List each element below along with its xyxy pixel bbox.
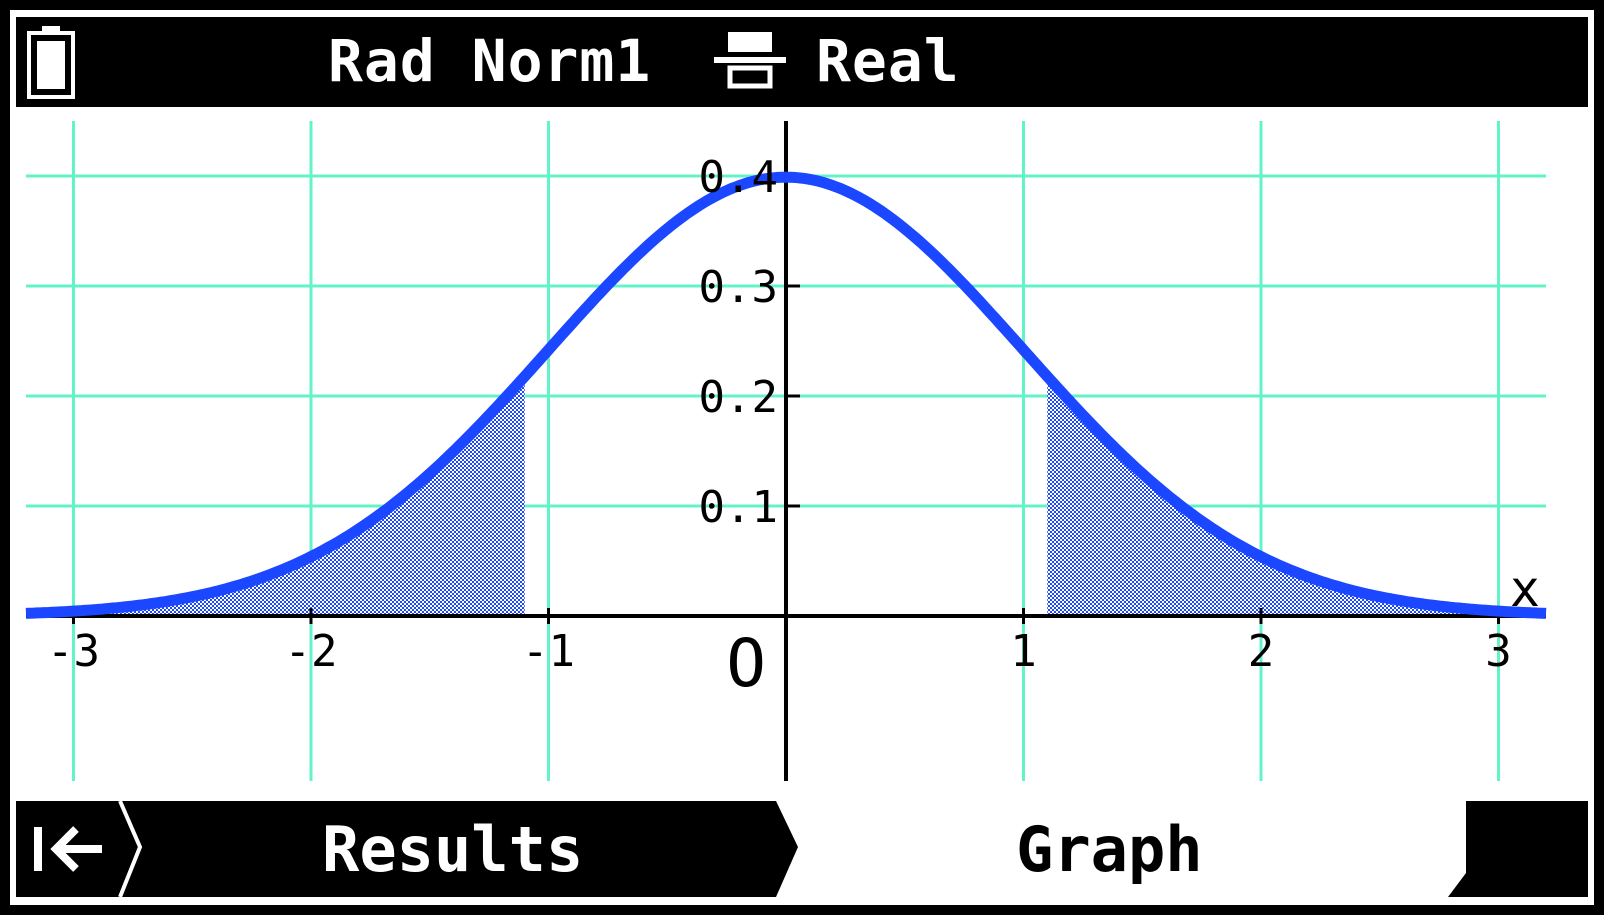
number-format-status: Real [816,27,960,95]
display-format-icon [714,32,786,89]
x-tick-label: 3 [1485,626,1512,677]
angle-mode-status: Rad Norm1 [328,27,652,95]
x-tick-label: 2 [1248,626,1275,677]
x-tick-label: -1 [522,626,575,677]
density-curve [24,171,1548,619]
back-to-start-icon[interactable] [32,817,112,877]
x-tick-label: -3 [47,626,100,677]
y-tick-label: 0.4 [699,152,778,203]
y-tick-label: 0.3 [699,262,778,313]
softkey-bar: Results Graph [16,801,1588,897]
x-axis-label: x [1510,560,1540,618]
tick-labels: -3 -2 -1 1 2 3 0.1 0.2 0.3 0.4 Ox [47,152,1540,702]
origin-label: O [726,625,766,702]
axes [26,121,1546,781]
y-tick-label: 0.1 [699,482,778,533]
normal-distribution-graph: -3 -2 -1 1 2 3 0.1 0.2 0.3 0.4 Ox [24,121,1548,781]
shaded-regions [26,376,1546,616]
shaded-tail-region [1047,376,1546,616]
results-tab[interactable]: Results [322,813,584,886]
battery-icon [27,26,75,99]
shaded-tail-region [26,376,525,616]
corner-softkey[interactable] [1448,801,1588,897]
curve-layer [24,171,1548,619]
y-tick-label: 0.2 [699,372,778,423]
x-tick-label: 1 [1010,626,1037,677]
results-softkey-shape [16,801,798,897]
status-bar: Rad Norm1 Real [16,17,1588,107]
graph-tab[interactable]: Graph [1016,813,1203,886]
x-tick-label: -2 [285,626,338,677]
